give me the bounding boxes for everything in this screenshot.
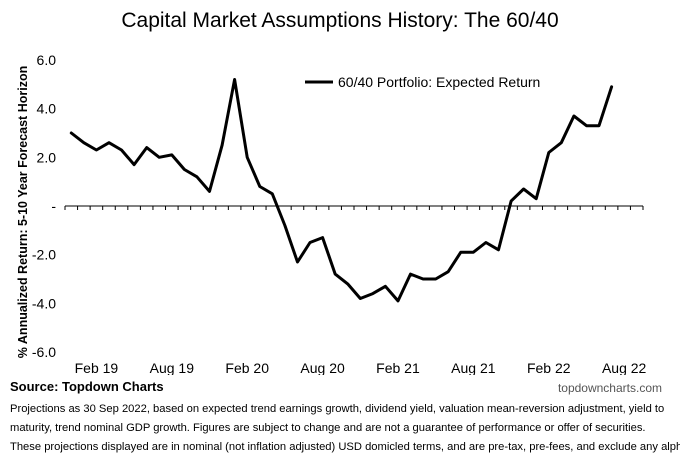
y-axis-label: % Annualized Return: 5-10 Year Forecast … bbox=[16, 66, 30, 358]
y-tick-label: -4.0 bbox=[32, 295, 56, 311]
footnote-line-2: maturity, trend nominal GDP growth. Figu… bbox=[10, 422, 646, 434]
x-tick-label: Aug 22 bbox=[602, 360, 647, 375]
y-tick-label: -2.0 bbox=[32, 247, 56, 263]
x-tick-label: Feb 21 bbox=[376, 360, 420, 375]
footnote-line-3: These projections displayed are in nomin… bbox=[10, 441, 680, 453]
x-axis: Feb 19 Aug 19 Feb 20 Aug 20 Feb 21 Aug 21 Feb … bbox=[64, 206, 647, 375]
y-tick-label: 6.0 bbox=[37, 52, 57, 68]
x-tick-label: Aug 21 bbox=[451, 360, 496, 375]
x-tick-label: Feb 22 bbox=[527, 360, 571, 375]
y-tick-label: 2.0 bbox=[37, 149, 57, 165]
series-line bbox=[69, 78, 614, 303]
y-axis: 6.0 4.0 2.0 - -2.0 -4.0 -6.0 bbox=[32, 52, 56, 360]
x-tick-label: Aug 19 bbox=[150, 360, 195, 375]
y-tick-label: 4.0 bbox=[37, 101, 57, 117]
footnote-line-1: Projections as 30 Sep 2022, based on exp… bbox=[10, 403, 665, 415]
legend-label: 60/40 Portfolio: Expected Return bbox=[338, 74, 540, 90]
x-tick-label: Feb 19 bbox=[75, 360, 119, 375]
source-label: Source: Topdown Charts bbox=[10, 379, 164, 394]
x-tick-label: Aug 20 bbox=[300, 360, 345, 375]
y-tick-label: -6.0 bbox=[32, 344, 56, 360]
chart: Capital Market Assumptions History: The … bbox=[16, 9, 647, 375]
legend: 60/40 Portfolio: Expected Return bbox=[305, 74, 540, 90]
website-label: topdowncharts.com bbox=[557, 381, 662, 395]
chart-title: Capital Market Assumptions History: The … bbox=[121, 9, 558, 32]
x-tick-label: Feb 20 bbox=[225, 360, 269, 375]
y-tick-label: - bbox=[51, 198, 56, 214]
